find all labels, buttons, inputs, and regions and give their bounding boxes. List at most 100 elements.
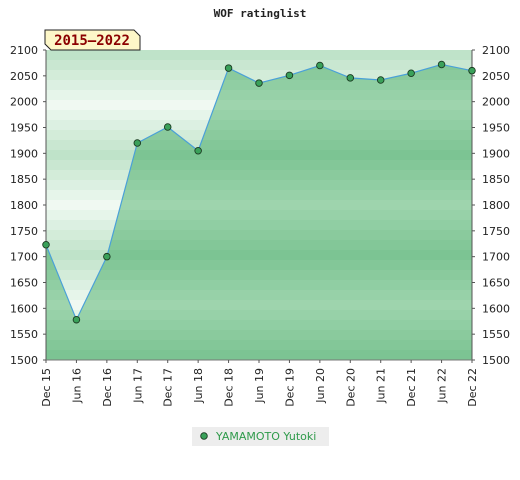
y-axis-right: 1500 1550 1600 1650 1700 1750 1800 1850 1900 1950… — [472, 44, 510, 367]
legend-label: YAMAMOTO Yutoki — [215, 430, 316, 443]
y-tick-label: 1800 — [10, 199, 38, 212]
period-badge-label: 2015–2022 — [54, 33, 130, 49]
legend-marker — [200, 432, 208, 440]
data-point — [224, 64, 233, 72]
area-stripe — [46, 250, 472, 260]
area-stripe — [46, 200, 472, 210]
x-tick-label: Jun 18 — [192, 368, 205, 404]
area-stripe — [46, 160, 472, 170]
y-tick-label: 1600 — [482, 302, 510, 315]
y-tick-label: 1900 — [482, 147, 510, 160]
area-stripe — [46, 230, 472, 240]
series-layer — [42, 60, 476, 324]
area-stripe — [46, 310, 472, 320]
area-stripe — [46, 180, 472, 190]
area-stripe — [46, 110, 472, 120]
x-tick-label: Jun 16 — [70, 368, 83, 404]
y-tick-label: 2100 — [482, 44, 510, 57]
x-axis: Dec 15 Jun 16 Dec 16 Jun 17 Dec 17 Jun 18 Dec … — [40, 360, 479, 407]
y-tick-label: 1750 — [10, 225, 38, 238]
y-tick-label: 1500 — [10, 354, 38, 367]
y-tick-label: 1500 — [482, 354, 510, 367]
data-point — [255, 79, 263, 87]
data-point — [163, 123, 172, 131]
x-tick-label: Jun 17 — [131, 368, 144, 404]
x-tick-label: Jun 20 — [314, 368, 327, 404]
y-tick-label: 1800 — [482, 199, 510, 212]
y-tick-label: 1850 — [10, 173, 38, 186]
legend: YAMAMOTO Yutoki — [192, 427, 329, 446]
y-tick-label: 1650 — [482, 277, 510, 290]
x-tick-label: Jun 19 — [253, 368, 266, 404]
y-tick-label: 1950 — [10, 122, 38, 135]
area-stripe — [46, 240, 472, 250]
y-tick-label: 2100 — [10, 44, 38, 57]
area-stripe — [46, 140, 472, 150]
area-stripe — [46, 120, 472, 130]
area-stripe — [46, 190, 472, 200]
data-point — [316, 61, 324, 70]
area-stripe — [46, 280, 472, 290]
chart-title: WOF ratinglist — [214, 7, 307, 20]
data-point — [285, 71, 294, 80]
y-tick-label: 2000 — [10, 96, 38, 109]
period-badge-shape — [44, 29, 141, 51]
x-tick-label: Dec 17 — [162, 368, 175, 407]
y-tick-label: 1900 — [10, 147, 38, 160]
y-tick-label: 1600 — [10, 302, 38, 315]
background-stripe — [46, 50, 472, 60]
area-stripe — [46, 300, 472, 310]
x-tick-label: Dec 19 — [283, 368, 296, 407]
area-stripe — [46, 130, 472, 140]
data-point — [437, 60, 446, 69]
data-point — [376, 76, 385, 84]
area-stripe — [46, 170, 472, 180]
legend-background — [192, 427, 329, 446]
x-tick-label: Dec 21 — [405, 368, 418, 407]
background-stripe — [46, 60, 472, 70]
data-point — [407, 69, 415, 77]
area-stripe — [46, 290, 472, 300]
y-tick-label: 1550 — [482, 328, 510, 341]
area-stripe — [46, 270, 472, 280]
series-area — [46, 64, 472, 360]
data-point — [346, 74, 355, 82]
area-stripe — [46, 340, 472, 350]
y-tick-label: 1950 — [482, 122, 510, 135]
area-stripe — [46, 320, 472, 330]
x-tick-label: Dec 20 — [344, 368, 357, 407]
y-axis-left: 1500 1550 1600 1650 1700 1750 1800 1850 1900 1950… — [10, 44, 46, 367]
data-point — [103, 252, 111, 261]
area-stripe — [46, 100, 472, 110]
area-stripe — [46, 210, 472, 220]
area-stripe — [46, 90, 472, 100]
x-tick-label: Dec 22 — [466, 368, 479, 407]
data-point — [42, 241, 50, 249]
period-badge: 2015–2022 — [44, 29, 141, 51]
y-tick-label: 2050 — [10, 70, 38, 83]
y-tick-label: 2000 — [482, 96, 510, 109]
y-tick-label: 1700 — [482, 251, 510, 264]
y-tick-label: 2050 — [482, 70, 510, 83]
y-tick-label: 1650 — [10, 277, 38, 290]
area-stripe — [46, 260, 472, 270]
area-stripe — [46, 350, 472, 360]
x-tick-label: Dec 16 — [101, 368, 114, 407]
y-tick-label: 1700 — [10, 251, 38, 264]
x-tick-label: Jun 21 — [375, 368, 388, 404]
x-tick-label: Dec 18 — [223, 368, 236, 407]
y-tick-label: 1850 — [482, 173, 510, 186]
data-point — [468, 66, 476, 75]
x-tick-label: Jun 22 — [436, 368, 449, 404]
data-point — [72, 315, 81, 324]
data-point — [194, 146, 202, 155]
y-tick-label: 1550 — [10, 328, 38, 341]
background-stripe — [46, 70, 472, 80]
data-point — [133, 139, 142, 147]
area-stripe — [46, 220, 472, 230]
area-stripe — [46, 330, 472, 340]
x-tick-label: Dec 15 — [40, 368, 53, 407]
y-tick-label: 1750 — [482, 225, 510, 238]
